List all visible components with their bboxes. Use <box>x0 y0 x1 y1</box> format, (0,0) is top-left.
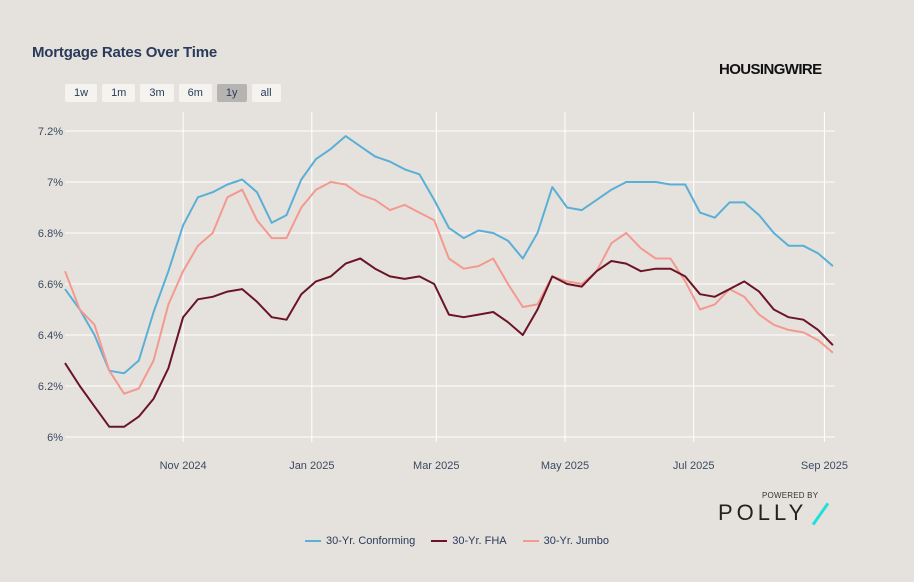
legend-label-jumbo: 30-Yr. Jumbo <box>543 535 610 547</box>
powered-by-polly-logo: POWERED BY POLLY <box>718 491 838 531</box>
legend-label-fha: 30-Yr. FHA <box>452 535 507 547</box>
series-line-conforming <box>64 135 834 375</box>
y-tick-label: 6.4% <box>38 330 63 342</box>
y-tick-label: 6% <box>47 432 63 444</box>
x-tick-label: Jul 2025 <box>673 460 715 472</box>
x-tick-label: Sep 2025 <box>801 460 848 472</box>
y-tick-label: 6.8% <box>38 228 63 240</box>
y-tick-label: 7.2% <box>38 126 63 138</box>
gridlines <box>65 112 835 442</box>
x-tick-label: May 2025 <box>541 460 589 472</box>
polly-slash-mark <box>811 502 830 526</box>
range-6m-button[interactable]: 6m <box>178 84 212 102</box>
y-axis-ticks: 6% 6.2% 6.4% 6.6% 6.8% 7% 7.2% <box>38 126 63 444</box>
y-tick-label: 6.2% <box>38 381 63 393</box>
y-tick-label: 6.6% <box>38 279 63 291</box>
legend-label-conforming: 30-Yr. Conforming <box>325 535 416 547</box>
legend-item-conforming[interactable]: 30-Yr. Conforming <box>304 535 416 547</box>
legend-swatch-fha <box>431 540 448 542</box>
range-1w-button[interactable]: 1w <box>65 84 98 102</box>
x-axis-ticks: Nov 2024 Jan 2025 Mar 2025 May 2025 Jul 2025… <box>160 460 848 472</box>
series-lines <box>64 135 834 428</box>
series-line-fha <box>64 257 834 428</box>
legend-swatch-conforming <box>304 540 321 542</box>
series-line-jumbo <box>64 181 834 395</box>
legend-item-jumbo[interactable]: 30-Yr. Jumbo <box>522 535 610 547</box>
range-selector: 1w 1m 3m 6m 1y all <box>65 84 281 102</box>
range-1y-button[interactable]: 1y <box>216 84 247 102</box>
x-tick-label: Jan 2025 <box>289 460 334 472</box>
chart-title: Mortgage Rates Over Time <box>32 44 217 61</box>
range-3m-button[interactable]: 3m <box>140 84 174 102</box>
range-1m-button[interactable]: 1m <box>102 84 136 102</box>
legend: 30-Yr. Conforming 30-Yr. FHA 30-Yr. Jumb… <box>0 535 914 547</box>
x-tick-label: Mar 2025 <box>413 460 459 472</box>
x-tick-label: Nov 2024 <box>160 460 207 472</box>
legend-item-fha[interactable]: 30-Yr. FHA <box>431 535 507 547</box>
housingwire-logo: HOUSINGWIRE <box>719 61 822 78</box>
polly-wordmark: POLLY <box>718 500 808 525</box>
range-all-button[interactable]: all <box>251 84 281 102</box>
legend-swatch-jumbo <box>522 540 539 542</box>
y-tick-label: 7% <box>47 177 63 189</box>
powered-by-text: POWERED BY <box>762 491 819 500</box>
